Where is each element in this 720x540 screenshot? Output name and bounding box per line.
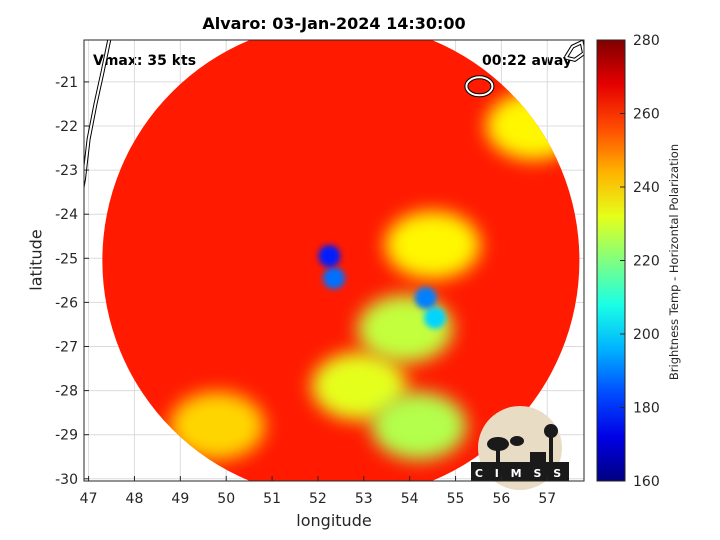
x-tick-label: 49 (171, 491, 189, 507)
feature-east-cell (414, 286, 437, 309)
logo-tower-tank (544, 424, 558, 438)
feature-core-cell-south (323, 267, 345, 290)
brightness-temperature-swath (102, 40, 580, 481)
logo-ground (471, 462, 569, 481)
coastline-reunion (465, 76, 494, 97)
logo-text: C I M S S (475, 467, 565, 480)
feature-isolated-cell-east (385, 211, 481, 280)
feature-southwest-rain (169, 391, 265, 460)
time-away-annotation: 00:22 away (482, 53, 572, 69)
logo-dish-small (510, 436, 524, 446)
colorbar-tick-label: 280 (633, 33, 660, 49)
x-tick-label: 54 (401, 491, 419, 507)
x-axis-ticks: 47 48 49 50 51 52 53 54 55 56 57 (80, 476, 556, 507)
coastline-madagascar (84, 40, 111, 185)
x-tick-label: 53 (355, 491, 373, 507)
y-tick-label: -28 (55, 384, 78, 400)
coastline-mauritius (564, 40, 584, 61)
feature-east-cell-south (423, 306, 446, 329)
y-tick-label: -25 (55, 251, 78, 267)
logo-dish-stand (496, 448, 500, 462)
colorbar-tick-label: 240 (633, 180, 660, 196)
logo-building (530, 452, 546, 462)
x-tick-label: 52 (309, 491, 327, 507)
y-tick-label: -29 (55, 428, 78, 444)
colorbar-tick-label: 180 (633, 401, 660, 417)
plot-frame (83, 39, 585, 482)
x-tick-label: 56 (493, 491, 511, 507)
feature-south-rain (371, 391, 467, 460)
colorbar: 160 180 200 220 240 260 280 (596, 33, 660, 490)
x-axis-label: longitude (296, 511, 372, 530)
logo-dish (487, 437, 509, 451)
feature-rainband-east (357, 294, 453, 363)
y-tick-label: -23 (55, 163, 78, 179)
y-axis-ticks: -21 -22 -23 -24 -25 -26 -27 -28 -29 -30 (55, 75, 89, 488)
y-tick-label: -26 (55, 295, 78, 311)
x-tick-label: 47 (80, 491, 98, 507)
y-tick-label: -30 (55, 472, 78, 488)
swath-background (102, 40, 580, 481)
coastline (84, 40, 584, 191)
x-tick-label: 55 (447, 491, 465, 507)
feature-core-cell-north (318, 245, 341, 268)
x-tick-label: 57 (538, 491, 556, 507)
vmax-annotation: Vmax: 35 kts (93, 53, 197, 69)
logo-tower (549, 436, 553, 462)
colorbar-tick-label: 200 (633, 327, 660, 343)
y-tick-label: -21 (55, 75, 78, 91)
colorbar-tick-label: 220 (633, 254, 660, 270)
y-tick-label: -22 (55, 119, 78, 135)
colorbar-tick-label: 160 (633, 474, 660, 490)
cimss-logo: C I M S S (471, 406, 569, 490)
x-tick-label: 50 (217, 491, 235, 507)
y-tick-label: -24 (55, 207, 78, 223)
x-tick-label: 48 (126, 491, 144, 507)
y-tick-label: -27 (55, 339, 78, 355)
colorbar-tick-label: 260 (633, 107, 660, 123)
feature-rainband-south (311, 352, 407, 421)
chart-title: Alvaro: 03-Jan-2024 14:30:00 (202, 14, 466, 33)
x-tick-label: 51 (263, 491, 281, 507)
